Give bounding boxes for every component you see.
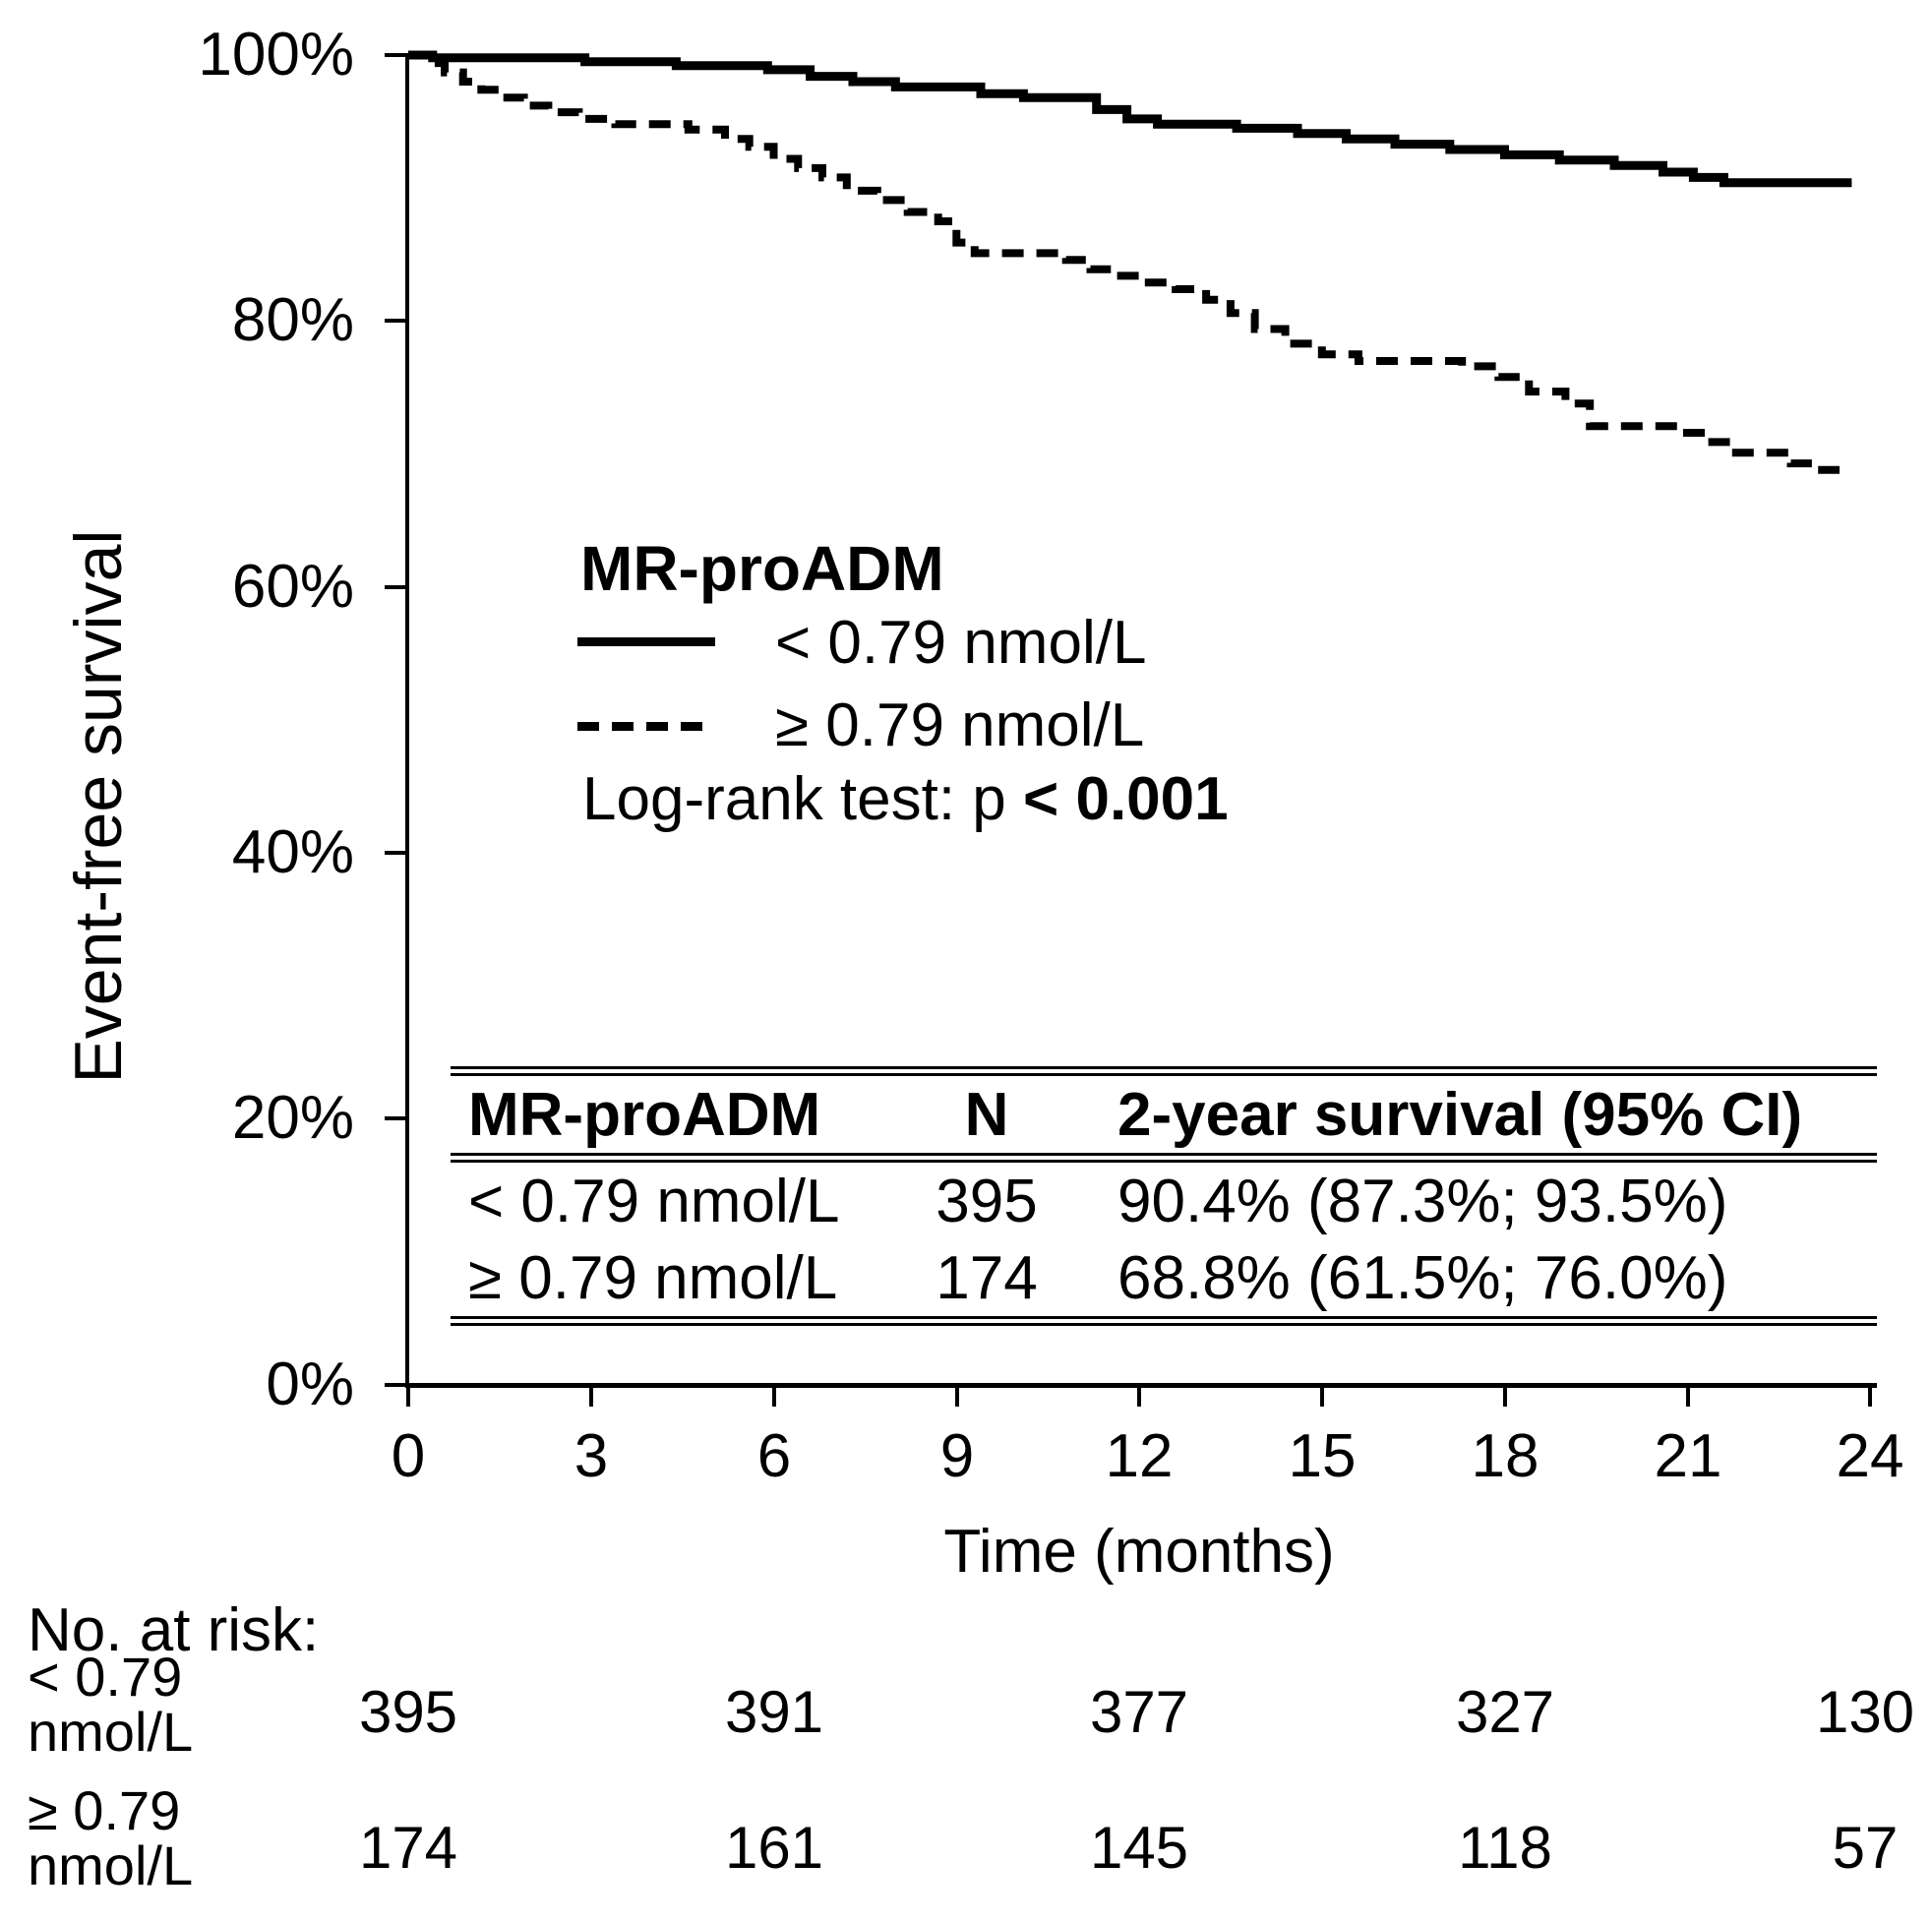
risk-count: 57 bbox=[1832, 1815, 1899, 1881]
x-tick-mark-3 bbox=[589, 1385, 593, 1407]
x-tick-label-15: 15 bbox=[1288, 1422, 1357, 1490]
y-tick-mark-100 bbox=[385, 53, 408, 57]
risk-count: 174 bbox=[358, 1815, 458, 1881]
risk-row-label-line1: ≥ 0.79 bbox=[28, 1779, 181, 1841]
x-tick-mark-0 bbox=[406, 1385, 410, 1407]
table-cell-n: 174 bbox=[936, 1243, 1038, 1312]
survival-curve-dashed bbox=[408, 51, 1840, 474]
y-tick-label-80: 80% bbox=[231, 286, 354, 354]
logrank-note-pvalue: < 0.001 bbox=[1023, 765, 1229, 833]
legend-label-solid: < 0.79 nmol/L bbox=[775, 609, 1147, 677]
y-tick-mark-0 bbox=[385, 1383, 408, 1387]
risk-count: 395 bbox=[358, 1679, 458, 1745]
logrank-note-prefix: Log-rank test: p bbox=[582, 765, 1024, 833]
risk-row-label-line1: < 0.79 bbox=[28, 1646, 183, 1708]
y-tick-mark-40 bbox=[385, 851, 408, 855]
x-tick-label-0: 0 bbox=[391, 1422, 426, 1490]
table-header-survival: 2-year survival (95% CI) bbox=[1117, 1080, 1803, 1149]
risk-row-label-line2: nmol/L bbox=[28, 1701, 194, 1763]
x-axis-title: Time (months) bbox=[943, 1518, 1335, 1586]
table-row: < 0.79 nmol/L 395 90.4% (87.3%; 93.5%) bbox=[451, 1163, 1877, 1239]
table-mid-rule bbox=[451, 1153, 1877, 1163]
table-cell-survival: 68.8% (61.5%; 76.0%) bbox=[1117, 1243, 1728, 1312]
risk-table-title: No. at risk: bbox=[28, 1596, 320, 1664]
risk-count: 327 bbox=[1455, 1679, 1555, 1745]
legend-title: MR-proADM bbox=[580, 533, 944, 604]
x-tick-label-18: 18 bbox=[1471, 1422, 1540, 1490]
x-tick-label-24: 24 bbox=[1836, 1422, 1904, 1490]
legend-line-dashed-sample bbox=[577, 722, 715, 731]
x-tick-mark-18 bbox=[1503, 1385, 1507, 1407]
y-tick-mark-60 bbox=[385, 585, 408, 589]
table-top-rule bbox=[451, 1066, 1877, 1076]
x-tick-mark-6 bbox=[772, 1385, 776, 1407]
table-header-group: MR-proADM bbox=[468, 1080, 821, 1149]
risk-count: 377 bbox=[1089, 1679, 1189, 1745]
risk-count: 391 bbox=[724, 1679, 824, 1745]
table-cell-n: 395 bbox=[936, 1167, 1038, 1235]
legend-label-dashed: ≥ 0.79 nmol/L bbox=[775, 691, 1145, 759]
plot-area bbox=[408, 50, 1852, 474]
x-tick-mark-15 bbox=[1320, 1385, 1324, 1407]
table-header-row: MR-proADM N 2-year survival (95% CI) bbox=[451, 1076, 1877, 1153]
y-tick-mark-20 bbox=[385, 1116, 408, 1120]
table-header-n: N bbox=[964, 1080, 1009, 1149]
x-axis-line bbox=[405, 1383, 1877, 1388]
x-tick-mark-9 bbox=[955, 1385, 959, 1407]
table-bottom-rule bbox=[451, 1316, 1877, 1326]
table-cell-group: < 0.79 nmol/L bbox=[468, 1167, 840, 1235]
y-axis-line bbox=[405, 55, 409, 1385]
risk-row-label-line2: nmol/L bbox=[28, 1834, 194, 1896]
x-tick-label-9: 9 bbox=[939, 1422, 975, 1490]
risk-count: 145 bbox=[1089, 1815, 1189, 1881]
survival-curve-solid bbox=[408, 50, 1852, 188]
risk-row-label-low: < 0.79 nmol/L bbox=[28, 1650, 193, 1760]
y-tick-label-100: 100% bbox=[198, 21, 354, 89]
x-tick-label-12: 12 bbox=[1105, 1422, 1174, 1490]
risk-count: 130 bbox=[1815, 1679, 1915, 1745]
y-tick-mark-80 bbox=[385, 319, 408, 323]
table-row: ≥ 0.79 nmol/L 174 68.8% (61.5%; 76.0%) bbox=[451, 1239, 1877, 1316]
x-tick-label-6: 6 bbox=[756, 1422, 792, 1490]
y-tick-label-60: 60% bbox=[231, 553, 354, 621]
logrank-note: Log-rank test: p < 0.001 bbox=[582, 767, 1229, 832]
x-tick-mark-24 bbox=[1868, 1385, 1872, 1407]
y-tick-label-40: 40% bbox=[231, 818, 354, 886]
risk-count: 161 bbox=[724, 1815, 824, 1881]
inset-summary-table: MR-proADM N 2-year survival (95% CI) < 0… bbox=[451, 1066, 1877, 1326]
x-tick-mark-21 bbox=[1686, 1385, 1690, 1407]
x-tick-label-3: 3 bbox=[574, 1422, 609, 1490]
risk-count: 118 bbox=[1458, 1815, 1552, 1881]
table-cell-survival: 90.4% (87.3%; 93.5%) bbox=[1117, 1167, 1728, 1235]
table-cell-group: ≥ 0.79 nmol/L bbox=[468, 1243, 838, 1312]
legend-line-solid-sample bbox=[577, 637, 715, 646]
risk-row-label-high: ≥ 0.79 nmol/L bbox=[28, 1783, 193, 1893]
x-tick-mark-12 bbox=[1137, 1385, 1141, 1407]
x-tick-label-21: 21 bbox=[1654, 1422, 1722, 1490]
y-tick-label-0: 0% bbox=[266, 1351, 354, 1418]
y-tick-label-20: 20% bbox=[231, 1084, 354, 1152]
